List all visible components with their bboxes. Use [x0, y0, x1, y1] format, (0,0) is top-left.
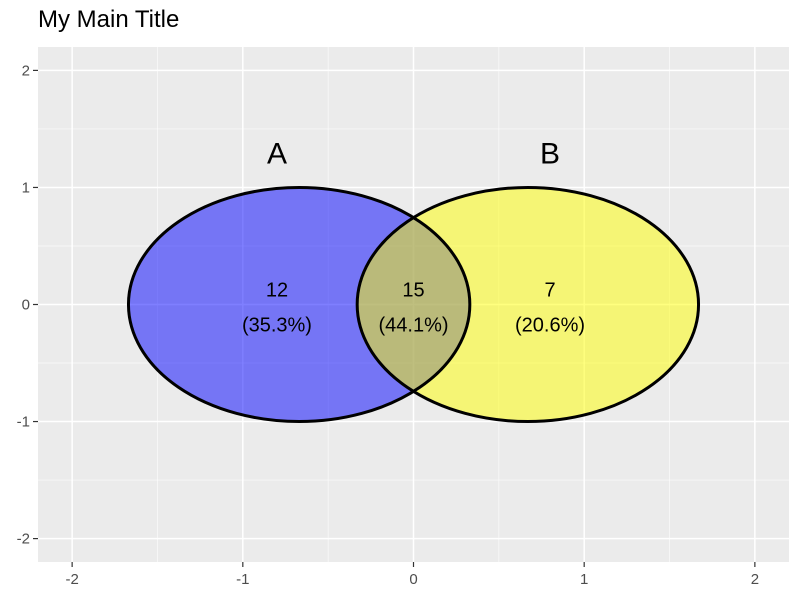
y-tick-label: -2	[17, 531, 30, 548]
region-percent: (20.6%)	[515, 315, 585, 337]
y-tick-label: 2	[22, 62, 30, 79]
x-tick-label: 0	[409, 571, 417, 588]
x-tick-label: 1	[580, 571, 588, 588]
set-label-a: A	[267, 137, 287, 170]
set-circle-b	[357, 187, 699, 422]
region-count: 12	[266, 280, 288, 302]
region-percent: (44.1%)	[378, 315, 448, 337]
region-percent: (35.3%)	[242, 315, 312, 337]
region-count: 15	[402, 280, 424, 302]
region-count: 7	[544, 280, 555, 302]
x-tick-label: -1	[236, 571, 249, 588]
set-outline-a	[126, 185, 472, 424]
y-tick-label: -1	[17, 414, 30, 431]
y-tick-label: 1	[22, 179, 30, 196]
chart-title: My Main Title	[38, 6, 180, 33]
set-label-b: B	[540, 137, 560, 170]
y-tick-label: 0	[22, 297, 30, 314]
x-tick-label: -2	[65, 571, 78, 588]
set-outline-b	[355, 185, 701, 424]
x-tick-label: 2	[751, 571, 759, 588]
